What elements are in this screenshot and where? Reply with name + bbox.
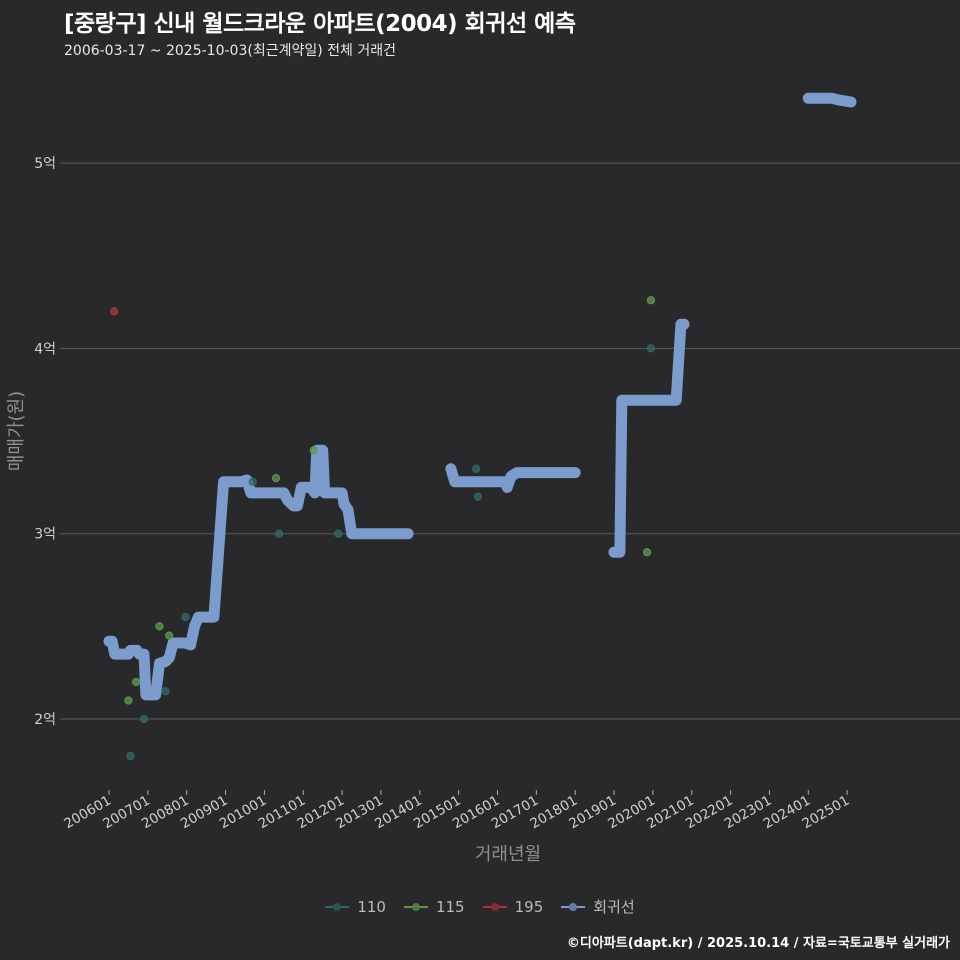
legend: 110 115 195 회귀선 — [0, 896, 960, 917]
y-tick-label: 4억 — [34, 341, 56, 357]
data-point-115 — [646, 296, 656, 305]
chart-title: [중랑구] 신내 월드크라운 아파트(2004) 회귀선 예측 — [64, 11, 576, 37]
data-point-110 — [472, 464, 481, 473]
data-point-110 — [275, 529, 284, 538]
data-point-110 — [139, 714, 149, 724]
data-point-115 — [124, 696, 133, 705]
regression-segment — [103, 444, 414, 701]
data-point-115 — [271, 474, 281, 483]
legend-swatch-icon — [403, 901, 428, 913]
regression-line — [103, 92, 857, 701]
x-axis-label: 거래년월 — [475, 844, 541, 865]
legend-label: 115 — [435, 897, 465, 916]
regression-segment — [802, 92, 857, 108]
data-point-110 — [126, 751, 135, 761]
data-point-115 — [642, 548, 652, 557]
legend-label: 195 — [514, 897, 544, 916]
data-point-110 — [646, 344, 656, 353]
data-point-115 — [132, 677, 141, 687]
regression-segment — [608, 318, 690, 558]
grid-lines — [60, 162, 960, 720]
legend-swatch-icon — [482, 901, 507, 913]
scatter-points — [109, 296, 656, 761]
y-tick-label: 2억 — [34, 712, 56, 728]
legend-swatch-icon — [325, 901, 350, 913]
data-point-115 — [309, 446, 318, 455]
data-point-110 — [161, 687, 170, 696]
legend-label: 회귀선 — [593, 898, 635, 916]
legend-label: 110 — [357, 897, 386, 916]
footer-credit: ©디아파트(dapt.kr) / 2025.10.14 / 자료=국토교통부 실… — [566, 936, 950, 951]
data-point-195 — [109, 307, 119, 316]
y-tick-label: 3억 — [34, 527, 56, 543]
data-point-110 — [181, 612, 190, 622]
legend-item-115: 115 — [403, 896, 465, 917]
data-point-110 — [334, 529, 343, 538]
legend-swatch-icon — [561, 901, 586, 913]
y-axis-label: 매매가(원) — [6, 391, 27, 471]
data-point-110 — [473, 492, 483, 501]
legend-item-195: 195 — [482, 896, 544, 917]
x-axis-ticks: 2006012007012008012009012010012011012012… — [61, 790, 852, 832]
y-tick-label: 5억 — [34, 156, 56, 172]
data-point-110 — [248, 477, 257, 486]
chart-subtitle: 2006-03-17 ~ 2025-10-03(최근계약일) 전체 거래건 — [64, 43, 396, 59]
legend-item-110: 110 — [325, 896, 386, 917]
regression-segment — [445, 463, 581, 493]
legend-item-회귀선: 회귀선 — [561, 896, 635, 917]
data-point-115 — [165, 631, 174, 640]
data-point-115 — [155, 622, 164, 631]
y-axis-ticks: 2억 3억 4억 5억 — [34, 156, 56, 728]
